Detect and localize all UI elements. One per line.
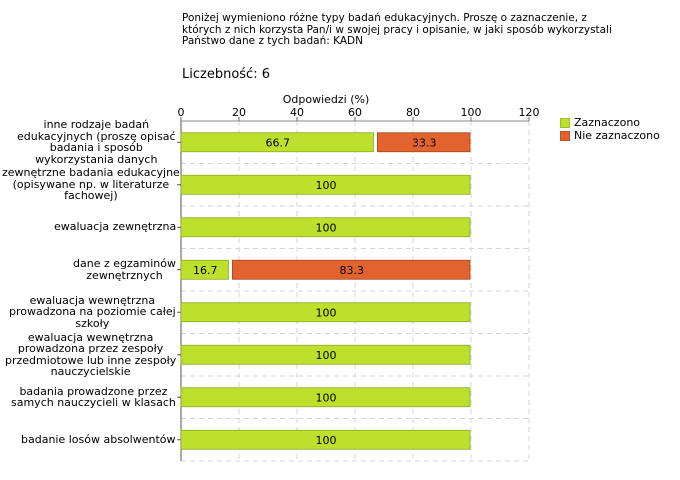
- data-label: 83.3: [339, 264, 364, 277]
- question-line: Poniżej wymieniono różne typy badań eduk…: [182, 12, 587, 24]
- data-label: 100: [316, 391, 337, 404]
- data-label: 100: [316, 434, 337, 447]
- y-category-label: zewnętrzne badania edukacyjne (opisywane …: [2, 166, 180, 203]
- y-category-label: inne rodzaje badań edukacyjnych (proszę o…: [17, 118, 176, 166]
- x-tick-label: 0: [178, 106, 185, 119]
- data-label: 66.7: [265, 136, 290, 149]
- x-axis-title: Odpowiedzi (%): [283, 93, 370, 106]
- data-label: 33.3: [412, 136, 437, 149]
- legend-swatch-not-selected: [560, 130, 570, 141]
- y-category-label: dane z egzaminów zewnętrznych: [73, 257, 176, 282]
- y-category-label: badanie losów absolwentów: [21, 432, 176, 446]
- legend-item-selected: Zaznaczono: [560, 116, 660, 129]
- question-text: Poniżej wymieniono różne typy badań eduk…: [182, 12, 652, 48]
- x-tick-label: 60: [348, 106, 362, 119]
- y-category-label: ewaluacja zewnętrzna: [54, 220, 177, 234]
- x-tick-label: 20: [232, 106, 246, 119]
- legend-label-selected: Zaznaczono: [574, 116, 641, 129]
- x-tick-label: 80: [406, 106, 420, 119]
- data-label: 100: [316, 349, 337, 362]
- y-category-label: ewaluacja wewnętrzna prowadzona na poziom…: [9, 293, 176, 330]
- chart-legend: Zaznaczono Nie zaznaczono: [560, 116, 660, 142]
- x-tick-label: 100: [461, 106, 482, 119]
- question-line: Państwo dane z tych badań: KADN: [182, 35, 363, 48]
- question-line: których z nich korzysta Pan/i w swojej p…: [182, 23, 612, 36]
- legend-label-not-selected: Nie zaznaczono: [574, 129, 660, 142]
- data-label: 100: [316, 179, 337, 192]
- legend-swatch-selected: [560, 117, 570, 128]
- y-category-label: ewaluacja wewnętrzna prowadzona przez zes…: [5, 330, 177, 379]
- data-label: 100: [316, 221, 337, 234]
- x-tick-label: 120: [519, 106, 540, 119]
- bar-not-selected: [377, 132, 471, 153]
- data-label: 100: [316, 306, 337, 319]
- legend-item-not-selected: Nie zaznaczono: [560, 129, 660, 142]
- bar-not-selected: [232, 259, 471, 280]
- data-label: 16.7: [193, 264, 218, 277]
- x-tick-label: 40: [290, 106, 304, 119]
- y-category-label: badania prowadzone przez samych nauczycie…: [11, 384, 176, 410]
- sample-size-label: Liczebność: 6: [182, 67, 270, 82]
